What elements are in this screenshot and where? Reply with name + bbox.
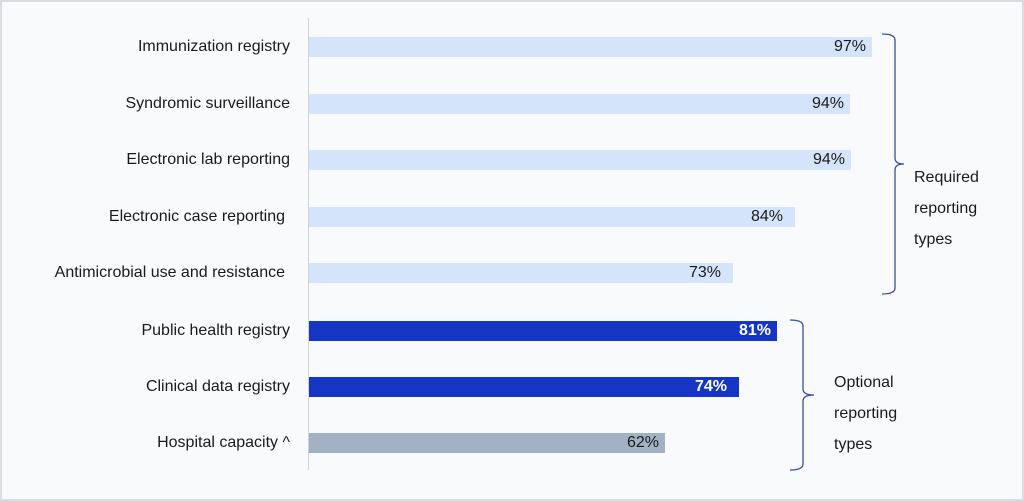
bar: 74% <box>309 377 739 397</box>
category-label: Electronic case reporting <box>108 208 285 225</box>
category-label: Syndromic surveillance <box>125 95 290 112</box>
bar-row-syndromic-surveillance: Syndromic surveillance 94% <box>2 94 1022 114</box>
bar-row-clinical-data-registry: Clinical data registry 74% <box>2 377 1022 397</box>
category-label: Antimicrobial use and resistance <box>54 264 285 281</box>
label-line: Optional <box>834 374 894 391</box>
bar: 73% <box>309 263 733 283</box>
category-label: Immunization registry <box>137 38 290 55</box>
value-label: 84% <box>750 208 783 225</box>
value-label: 94% <box>811 95 844 112</box>
bar: 62% <box>309 433 665 453</box>
required-bracket-icon <box>881 33 905 295</box>
label-line: reporting <box>914 200 978 217</box>
bar-row-hospital-capacity: Hospital capacity ^ 62% <box>2 433 1022 453</box>
value-label: 73% <box>688 264 721 281</box>
bar-row-electronic-lab-reporting: Electronic lab reporting 94% <box>2 150 1022 170</box>
category-label: Public health registry <box>141 322 290 339</box>
value-label: 74% <box>694 378 727 395</box>
category-label: Electronic lab reporting <box>126 151 290 168</box>
optional-bracket-icon <box>789 319 815 471</box>
value-label: 97% <box>833 38 866 55</box>
category-label: Hospital capacity ^ <box>157 434 290 451</box>
required-reporting-types-label: Required reporting types <box>914 162 979 255</box>
y-axis-line <box>308 18 309 470</box>
bar-row-immunization-registry: Immunization registry 97% <box>2 37 1022 57</box>
category-label: Clinical data registry <box>145 378 290 395</box>
bar: 94% <box>309 94 850 114</box>
bar-row-electronic-case-reporting: Electronic case reporting 84% <box>2 207 1022 227</box>
label-line: Required <box>914 169 979 186</box>
value-label: 62% <box>626 434 659 451</box>
label-line: types <box>834 436 873 453</box>
bar: 84% <box>309 207 795 227</box>
bar: 97% <box>309 37 872 57</box>
bar-row-public-health-registry: Public health registry 81% <box>2 321 1022 341</box>
label-line: reporting <box>834 405 898 422</box>
bar: 81% <box>309 321 777 341</box>
bar-row-antimicrobial-use-and-resistance: Antimicrobial use and resistance 73% <box>2 263 1022 283</box>
bar: 94% <box>309 150 851 170</box>
label-line: types <box>914 231 953 248</box>
optional-reporting-types-label: Optional reporting types <box>834 367 897 460</box>
value-label: 94% <box>812 151 845 168</box>
value-label: 81% <box>738 322 771 339</box>
